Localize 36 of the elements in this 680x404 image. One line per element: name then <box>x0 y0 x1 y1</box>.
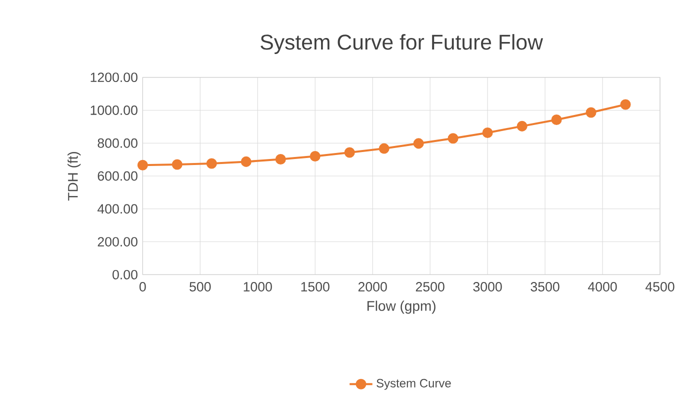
point <box>310 151 320 162</box>
point <box>482 127 493 138</box>
x-tick-label: 4500 <box>645 282 674 292</box>
point <box>620 99 631 110</box>
legend-label: System Curve <box>376 378 451 390</box>
x-tick-label: 3000 <box>473 282 502 292</box>
y-tick-label: 400.00 <box>97 204 138 214</box>
point <box>275 154 286 164</box>
point <box>172 159 182 170</box>
x-tick-label: 3500 <box>530 282 560 292</box>
y-tick-label: 600.00 <box>98 171 138 181</box>
x-tick-label: 1500 <box>301 282 330 292</box>
x-tick-label: 1000 <box>244 282 272 292</box>
point <box>448 133 458 144</box>
point <box>516 120 528 132</box>
y-tick-label: 1200.00 <box>90 72 138 82</box>
y-tick-label: 0.00 <box>112 270 138 280</box>
chart-title: System Curve for Future Flow <box>260 34 544 54</box>
point <box>240 156 252 167</box>
y-tick-label: 800.00 <box>98 138 138 148</box>
point <box>378 143 390 154</box>
y-axis-title: TDH (ft) <box>68 152 81 201</box>
x-tick-label: 500 <box>190 282 211 292</box>
point <box>344 147 355 158</box>
x-tick-label: 4000 <box>588 282 617 292</box>
y-tick-label: 200.00 <box>98 237 138 246</box>
point <box>137 160 148 170</box>
point <box>413 138 424 149</box>
x-tick-label: 0 <box>139 282 146 292</box>
y-tick-label: 1000.00 <box>90 106 138 115</box>
x-tick-label: 2000 <box>358 282 387 292</box>
point <box>206 158 217 169</box>
x-tick-label: 2500 <box>416 282 444 292</box>
point <box>586 107 596 118</box>
point <box>551 114 562 126</box>
x-axis-title: Flow (gpm) <box>367 300 436 314</box>
